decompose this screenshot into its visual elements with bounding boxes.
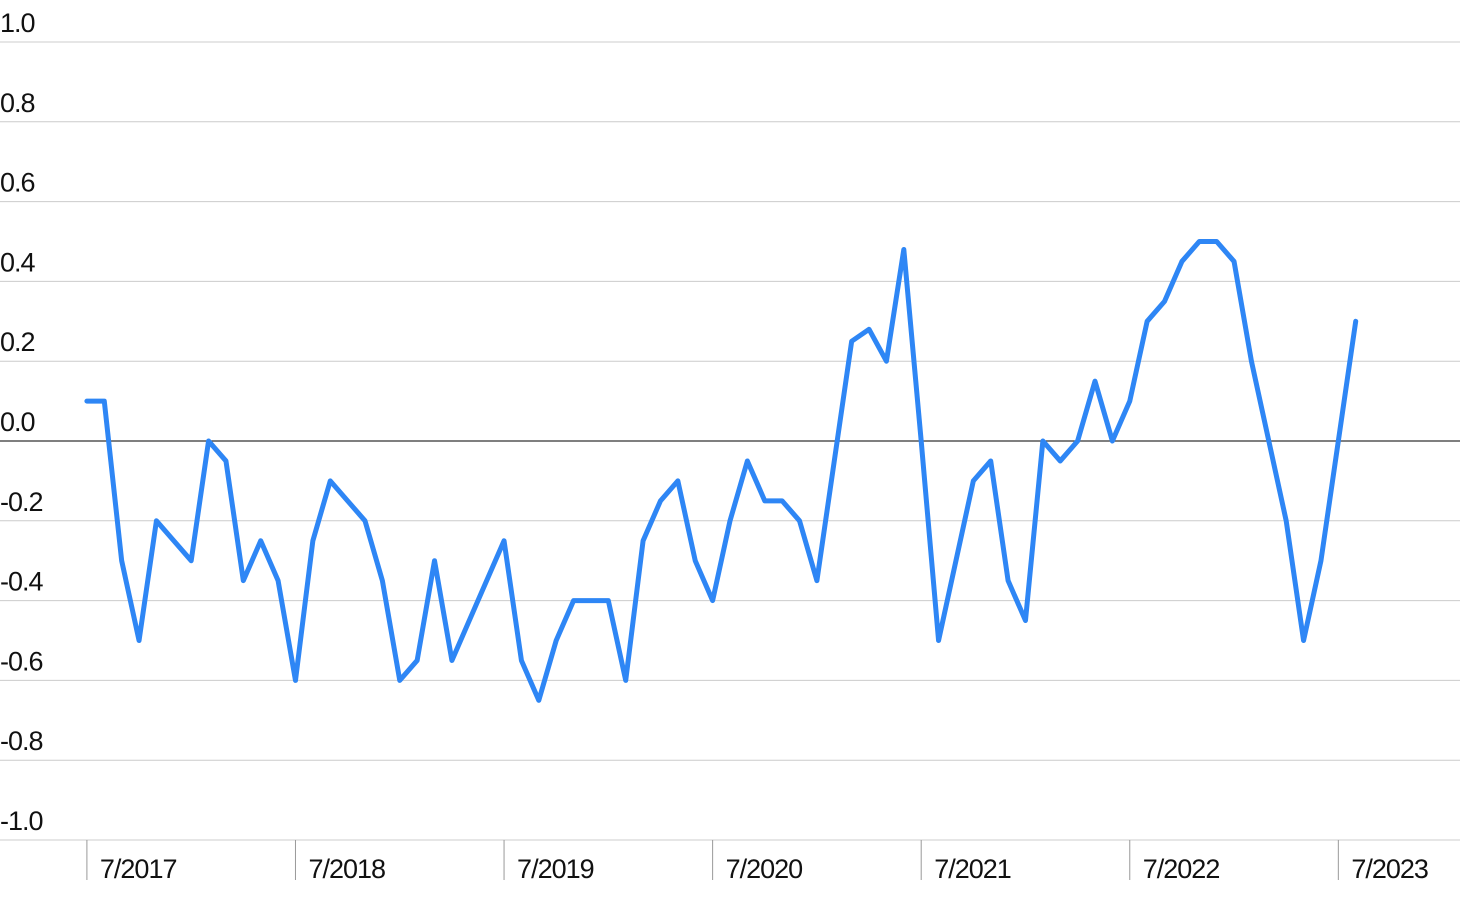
y-tick-label: 0.8 <box>0 88 35 118</box>
x-tick-label: 7/2020 <box>726 854 803 884</box>
x-tick-label: 7/2021 <box>934 854 1011 884</box>
y-tick-label: 0.4 <box>0 247 36 277</box>
y-tick-label: -0.6 <box>0 646 43 676</box>
y-tick-label: 0.0 <box>0 407 35 437</box>
y-tick-label: -1.0 <box>0 806 43 836</box>
y-tick-label: -0.2 <box>0 487 43 517</box>
y-tick-label: 0.2 <box>0 327 35 357</box>
data-line <box>84 239 1359 703</box>
y-tick-label: 0.6 <box>0 168 35 198</box>
x-tick-label: 7/2023 <box>1351 854 1428 884</box>
y-tick-label: -0.8 <box>0 726 43 756</box>
x-tick-label: 7/2022 <box>1143 854 1220 884</box>
y-tick-label: 1.0 <box>0 8 35 38</box>
x-tick-label: 7/2017 <box>100 854 177 884</box>
x-tick-label: 7/2018 <box>308 854 385 884</box>
x-tick-label: 7/2019 <box>517 854 594 884</box>
y-tick-label: -0.4 <box>0 567 44 597</box>
